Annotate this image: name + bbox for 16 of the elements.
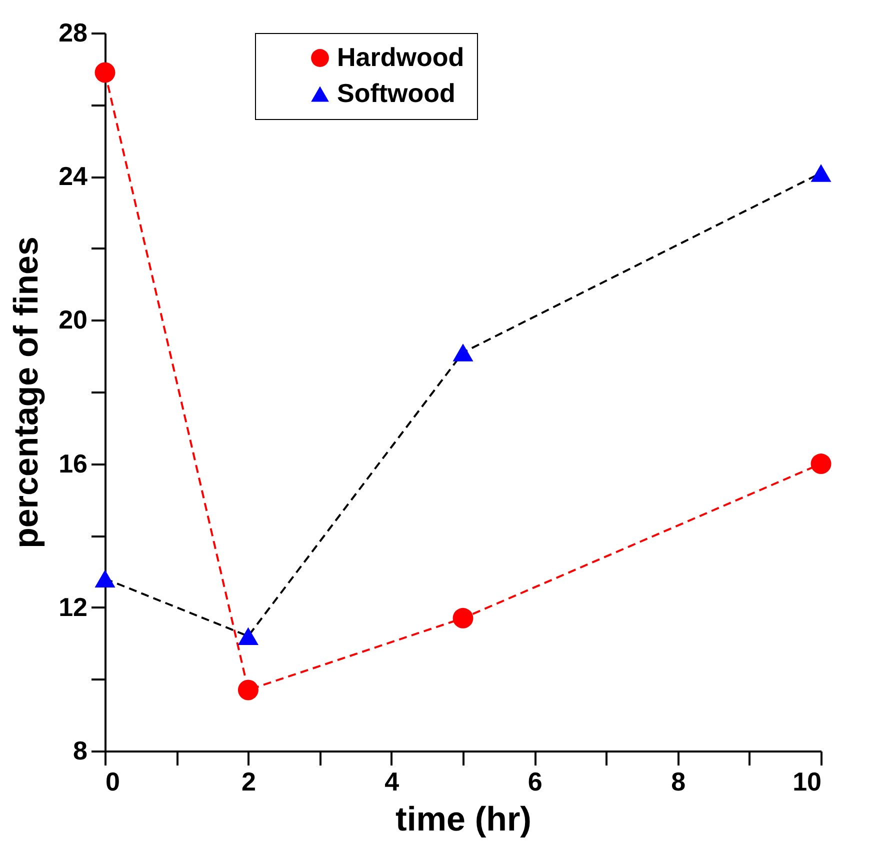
y-tick-label: 20 — [58, 304, 88, 335]
x-tick-label: 2 — [241, 766, 256, 796]
y-tick-label: 24 — [58, 161, 88, 192]
legend-label: Hardwood — [337, 42, 464, 72]
legend-label: Softwood — [337, 78, 456, 108]
y-tick-label: 28 — [58, 18, 88, 48]
x-tick-label: 0 — [106, 766, 120, 796]
x-tick-label: 4 — [384, 766, 400, 796]
y-tick-label: 16 — [58, 448, 88, 478]
y-axis-title: percentage of fines — [8, 236, 46, 548]
x-axis-title: time (hr) — [396, 800, 532, 838]
y-tick-label: 12 — [58, 592, 88, 622]
x-tick-label: 6 — [528, 766, 542, 796]
x-tick-label: 8 — [671, 766, 686, 796]
x-tick-label: 10 — [792, 766, 822, 796]
y-tick-label: 8 — [73, 736, 88, 766]
